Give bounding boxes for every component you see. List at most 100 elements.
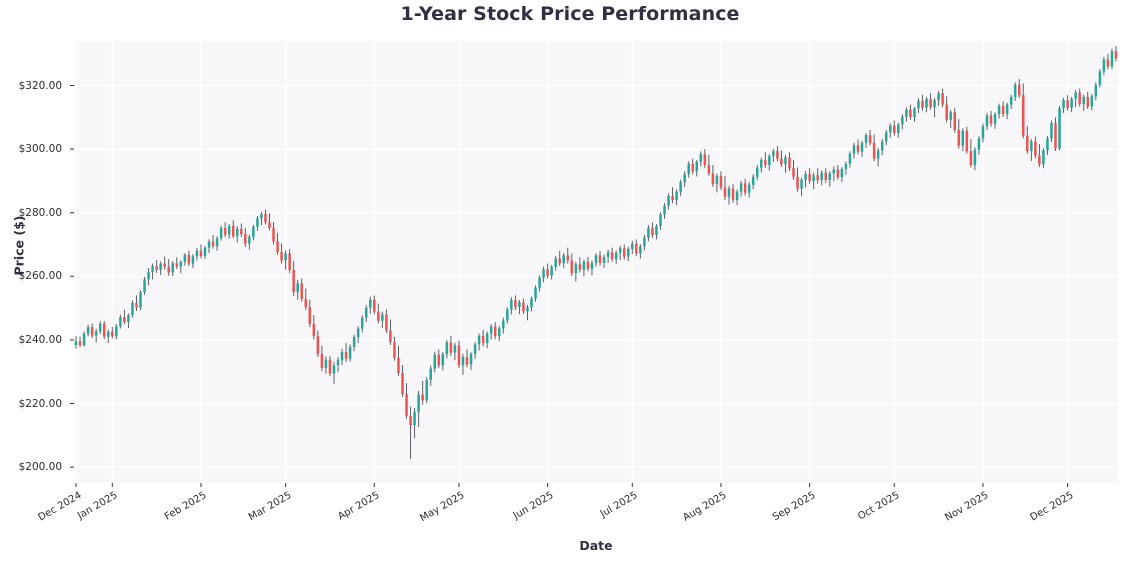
candle-down (788, 157, 791, 169)
candle-up (195, 250, 199, 257)
candle-up (639, 246, 642, 254)
candle-up (498, 328, 501, 337)
candle-up (828, 173, 832, 180)
candle-up (502, 320, 505, 329)
candle-down (719, 175, 723, 188)
candle-up (949, 112, 952, 120)
candle-down (155, 266, 158, 270)
candle-down (578, 264, 582, 270)
candle-up (687, 163, 690, 175)
candle-up (256, 218, 259, 227)
candle-down (90, 327, 94, 336)
candle-up (647, 227, 650, 238)
candle-down (135, 303, 138, 308)
candle-up (852, 145, 856, 154)
candle-up (590, 262, 594, 269)
candle-down (393, 342, 396, 358)
candle-up (151, 266, 154, 272)
candle-up (526, 307, 529, 312)
candle-up (381, 314, 384, 321)
candle-up (248, 236, 251, 244)
x-axis-label: Date (579, 538, 613, 553)
candle-down (965, 130, 969, 152)
candle-up (139, 292, 142, 308)
candle-down (288, 253, 291, 270)
candle-down (401, 372, 404, 394)
candle-down (836, 169, 840, 178)
candle-up (784, 157, 787, 165)
candle-up (461, 357, 465, 366)
candle-down (711, 173, 715, 185)
candle-up (606, 252, 610, 257)
candle-up (1046, 138, 1049, 151)
candle-up (98, 323, 102, 332)
candle-up (1042, 150, 1045, 165)
candle-up (550, 266, 553, 276)
candle-up (961, 130, 965, 146)
candle-down (969, 151, 973, 166)
candle-down (211, 241, 215, 247)
candle-up (469, 353, 473, 365)
candle-down (707, 165, 711, 174)
candle-down (1001, 105, 1005, 115)
candle-down (776, 151, 779, 159)
candle-down (405, 393, 408, 416)
candle-up (518, 302, 521, 308)
candle-down (292, 269, 295, 293)
y-tick-label: $240.00 (18, 333, 62, 346)
candle-up (296, 283, 299, 293)
candle-up (489, 326, 493, 334)
candle-up (1050, 123, 1053, 139)
candle-down (377, 311, 380, 321)
candle-up (203, 247, 207, 256)
candle-up (219, 227, 223, 239)
candle-down (493, 326, 497, 337)
y-tick-label: $200.00 (18, 461, 62, 474)
candle-up (506, 309, 509, 321)
y-tick-label: $280.00 (18, 206, 62, 219)
candle-down (743, 183, 747, 193)
candle-down (465, 357, 469, 365)
candle-up (663, 205, 666, 215)
candle-up (191, 256, 195, 264)
candle-up (284, 253, 287, 261)
candle-up (1005, 104, 1009, 115)
candle-up (985, 115, 989, 127)
candle-down (1114, 51, 1118, 59)
candle-up (937, 93, 940, 101)
candle-up (340, 351, 344, 361)
candle-up (760, 159, 763, 168)
candle-up (425, 379, 428, 401)
candle-up (683, 174, 686, 183)
candle-up (901, 116, 904, 125)
candle-up (473, 344, 477, 354)
candle-down (586, 261, 590, 269)
candle-up (530, 298, 533, 308)
candle-up (739, 183, 743, 192)
candle-down (671, 195, 674, 200)
candle-up (772, 151, 775, 157)
candle-up (453, 345, 457, 353)
candle-up (602, 256, 606, 263)
candle-up (86, 327, 90, 334)
candles (74, 46, 1118, 459)
candle-down (481, 335, 485, 344)
candle-down (921, 100, 924, 108)
candle-up (115, 326, 118, 337)
candle-up (977, 138, 981, 150)
candle-up (840, 168, 844, 178)
candle-up (252, 226, 255, 237)
candle-down (304, 298, 308, 307)
candle-up (889, 125, 892, 133)
candle-down (764, 159, 767, 166)
candle-down (389, 330, 392, 343)
chart-title: 1-Year Stock Price Performance (400, 3, 740, 25)
candle-down (1106, 59, 1110, 67)
candle-up (832, 169, 836, 174)
candle-down (111, 331, 114, 337)
candle-down (546, 269, 549, 276)
candle-up (631, 243, 634, 249)
candle-up (1009, 96, 1013, 105)
